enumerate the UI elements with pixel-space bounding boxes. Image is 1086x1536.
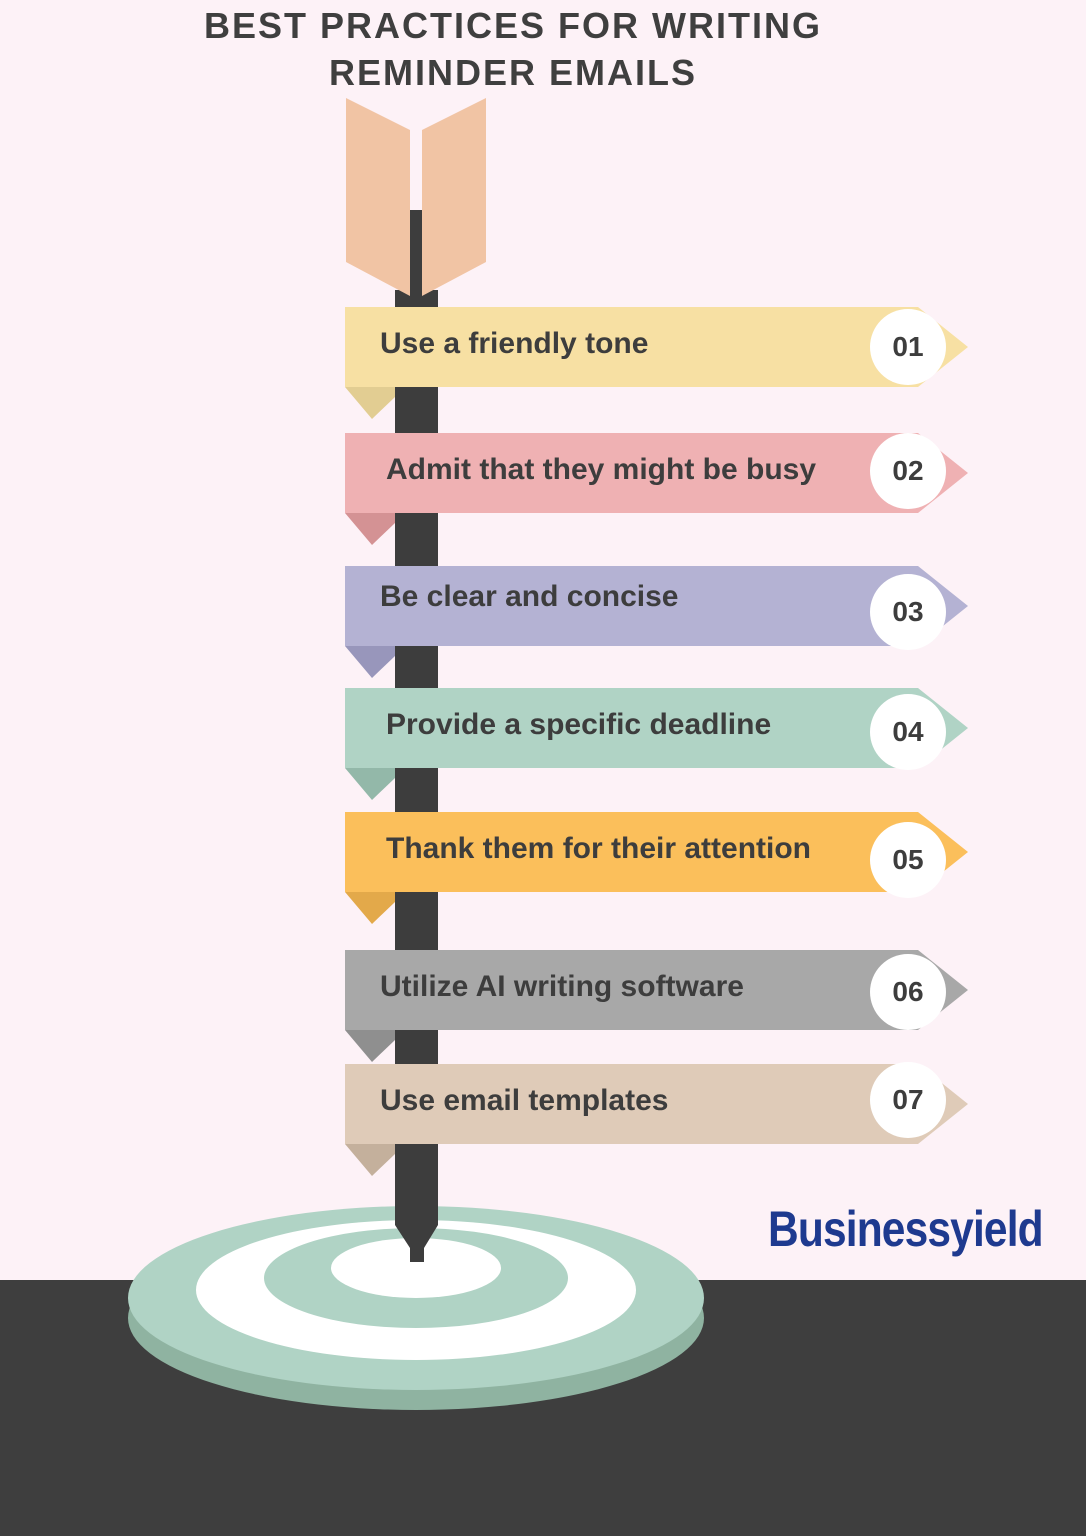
title-line-2: REMINDER EMAILS bbox=[328, 52, 697, 93]
banner-fold bbox=[345, 387, 395, 419]
item-number-badge: 03 bbox=[870, 574, 946, 650]
page-title: BEST PRACTICES FOR WRITING REMINDER EMAI… bbox=[0, 2, 1026, 96]
banner-04 bbox=[345, 688, 968, 768]
target-icon bbox=[128, 1206, 704, 1410]
businessyield-logo: Businessyield bbox=[768, 1201, 1044, 1257]
item-label: Be clear and concise bbox=[380, 580, 679, 613]
banner-07 bbox=[345, 1064, 968, 1144]
banner-02 bbox=[345, 433, 968, 513]
item-number-badge: 01 bbox=[870, 309, 946, 385]
item-number-badge: 07 bbox=[870, 1062, 946, 1138]
item-label: Provide a specific deadline bbox=[386, 708, 772, 741]
banner-fold bbox=[345, 1144, 395, 1176]
item-label: Admit that they might be busy bbox=[386, 453, 817, 486]
banner-fold bbox=[345, 513, 395, 545]
title-line-1: BEST PRACTICES FOR WRITING bbox=[204, 5, 822, 46]
item-number-badge: 06 bbox=[870, 954, 946, 1030]
item-number-badge: 02 bbox=[870, 433, 946, 509]
item-label: Thank them for their attention bbox=[386, 832, 812, 865]
item-label: Use email templates bbox=[380, 1084, 669, 1117]
item-label: Utilize AI writing software bbox=[380, 970, 744, 1003]
item-number-badge: 04 bbox=[870, 694, 946, 770]
banner-01 bbox=[345, 307, 968, 387]
banner-fold bbox=[345, 1030, 395, 1062]
banner-fold bbox=[345, 646, 395, 678]
banner-fold bbox=[345, 768, 395, 800]
item-number-badge: 05 bbox=[870, 822, 946, 898]
banner-fold bbox=[345, 892, 395, 924]
item-label: Use a friendly tone bbox=[380, 327, 649, 360]
banner-03 bbox=[345, 566, 968, 646]
banner-05 bbox=[345, 812, 968, 892]
banner-06 bbox=[345, 950, 968, 1030]
